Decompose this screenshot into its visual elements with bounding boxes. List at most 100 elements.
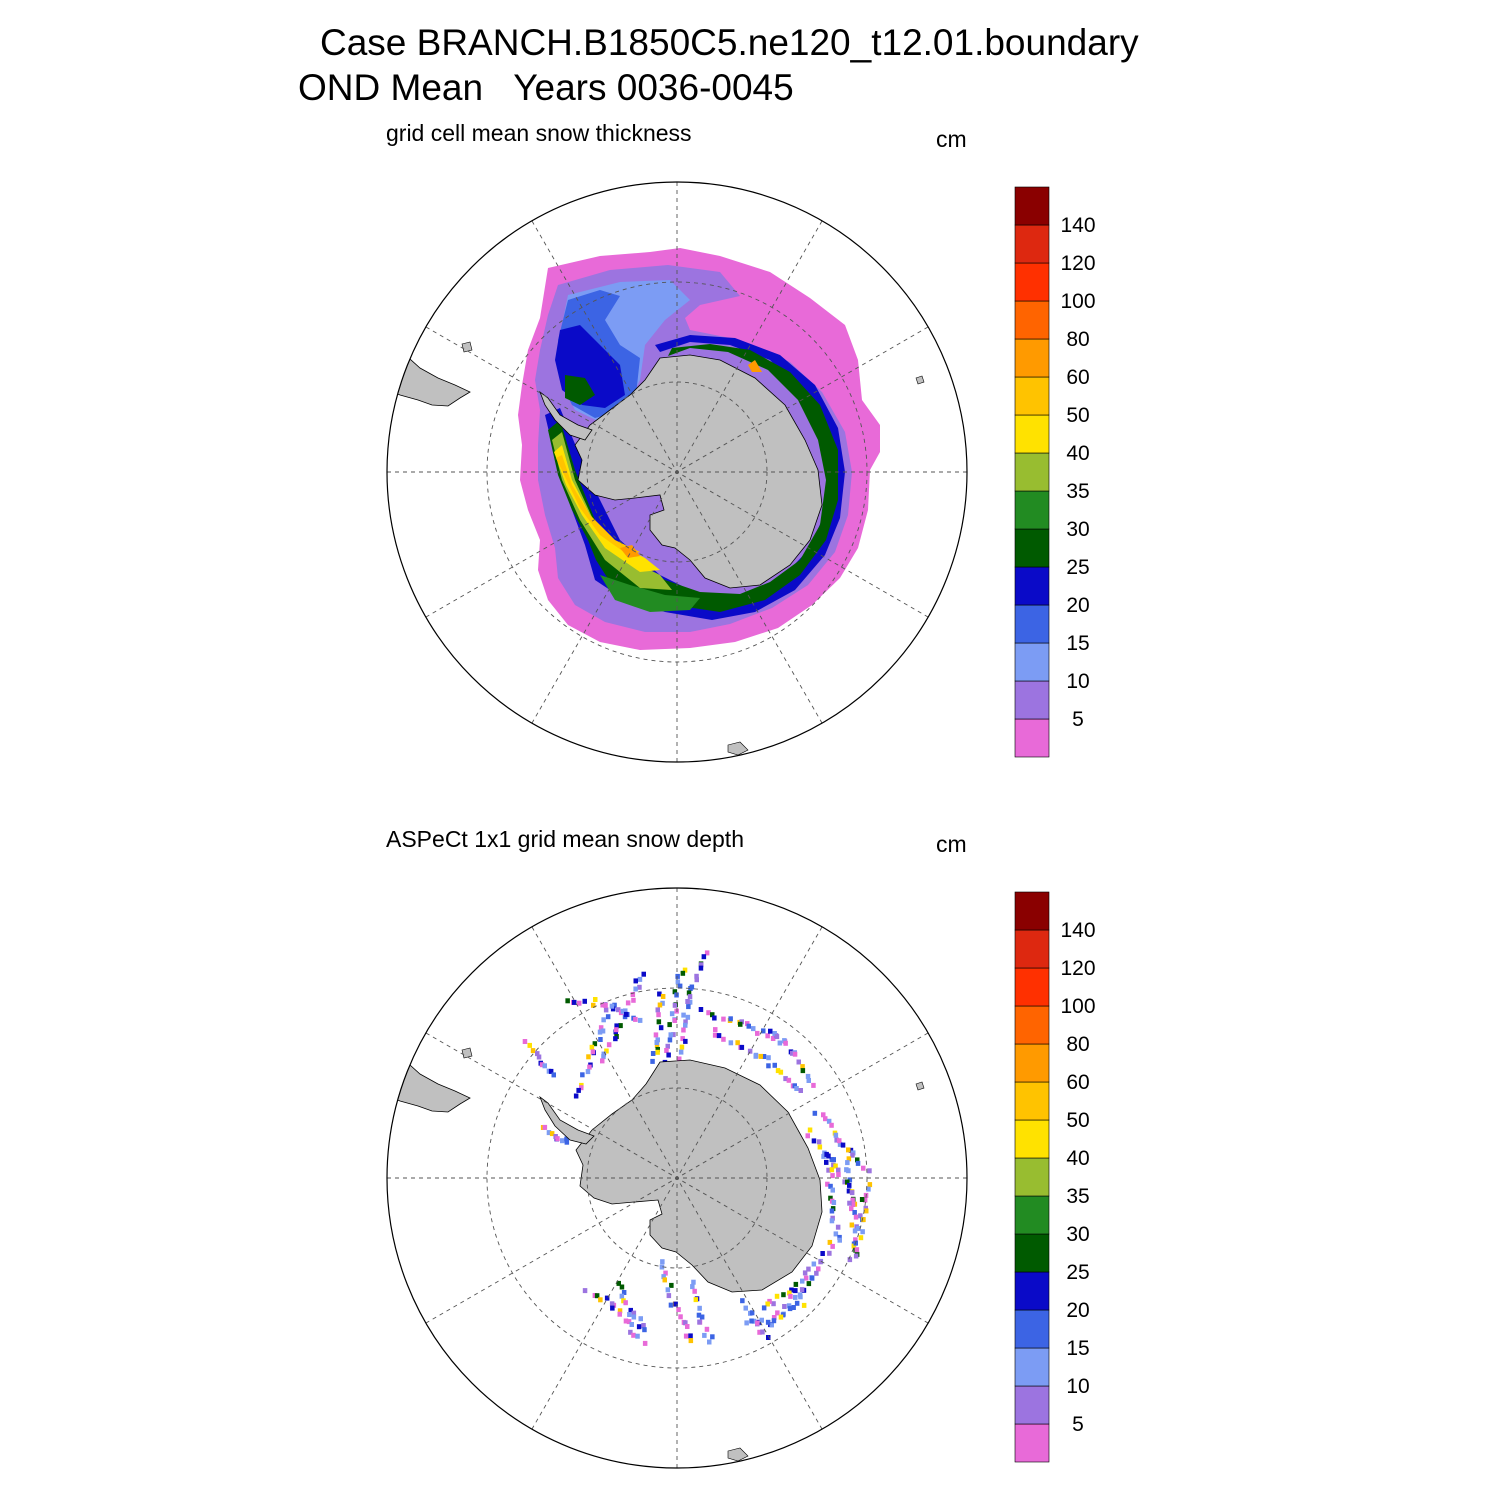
observation-cell [850, 1202, 856, 1207]
observation-cell [852, 1228, 858, 1234]
observation-cell [799, 1287, 805, 1293]
aspect-observations [522, 950, 873, 1346]
colorbar-tick-label: 120 [1060, 252, 1095, 275]
observation-cell [598, 1037, 603, 1042]
observation-cell [828, 1195, 833, 1201]
observation-cell [811, 1138, 817, 1144]
observation-cell [687, 994, 693, 1000]
kerguelen-island [915, 375, 925, 385]
observation-cell [655, 1037, 660, 1043]
observation-cell [833, 1132, 839, 1138]
observation-cell [846, 1147, 851, 1153]
observation-cell [825, 1181, 830, 1187]
observation-cell [772, 1315, 777, 1321]
observation-cell [845, 1179, 850, 1185]
observation-cell [840, 1142, 846, 1148]
observation-cell [663, 1270, 668, 1276]
observation-cell [665, 1043, 670, 1049]
observation-cell [830, 1215, 835, 1221]
land-masses [387, 1039, 925, 1462]
observation-cell [767, 1298, 772, 1304]
observation-cell [769, 1322, 774, 1328]
observation-cell [728, 1016, 733, 1022]
colorbar-panel1: 5 10 15 20 25 30 35 40 50 60 80 100 120 140 [1014, 186, 1096, 758]
observation-cell [661, 1274, 666, 1280]
observation-cell [680, 1036, 685, 1042]
colorbar-tick-label: 80 [1066, 1033, 1089, 1056]
observation-cell [657, 991, 662, 997]
observation-cell [837, 1237, 842, 1243]
observation-cell [765, 1301, 770, 1307]
observation-cell [699, 1314, 705, 1320]
observation-cell [858, 1213, 863, 1219]
colorbar-swatch [1014, 1423, 1050, 1463]
observation-cell [707, 1339, 712, 1345]
observation-cell [787, 1290, 792, 1296]
colorbar-swatch [1014, 262, 1050, 302]
observation-cell [678, 1049, 684, 1055]
observation-cell [771, 1318, 777, 1324]
observation-cell [775, 1310, 780, 1316]
observation-cell [851, 1243, 857, 1249]
colorbar-tick-label: 60 [1066, 1071, 1089, 1094]
observation-cell [683, 1022, 688, 1028]
observation-cell [792, 1083, 797, 1089]
observation-cell [755, 1030, 760, 1036]
observation-cell [610, 1006, 616, 1012]
observation-cell [683, 1333, 689, 1339]
observation-cell [691, 1279, 696, 1285]
observation-cell [696, 1312, 702, 1318]
observation-cell [704, 950, 710, 956]
observation-cell [831, 1157, 836, 1163]
observation-cell [817, 1144, 823, 1150]
observation-cell [617, 1311, 622, 1317]
observation-cell [738, 1021, 743, 1027]
observation-cell [669, 1011, 675, 1017]
colorbar-swatch [1014, 528, 1050, 568]
observation-cell [633, 1016, 638, 1022]
observation-cell [582, 1288, 588, 1294]
observation-cell [802, 1270, 808, 1276]
observation-cell [614, 1027, 619, 1033]
observation-cell [589, 1044, 595, 1050]
antarctica [575, 1059, 823, 1293]
colorbar-swatch [1014, 1385, 1050, 1425]
observation-cell [816, 1139, 822, 1145]
observation-cell [735, 1040, 740, 1046]
observation-cell [760, 1329, 765, 1335]
observation-cell [623, 1008, 628, 1014]
observation-cell [542, 1063, 547, 1069]
observation-cell [771, 1301, 776, 1307]
observation-cell [778, 1069, 784, 1075]
observation-cell [628, 1329, 633, 1335]
observation-cell [542, 1124, 548, 1130]
observation-cell [829, 1167, 835, 1173]
panel2-title: ASPeCt 1x1 grid mean snow depth [386, 826, 744, 852]
observation-cell [849, 1222, 855, 1228]
observation-cell [837, 1138, 842, 1144]
observation-cell [641, 1323, 646, 1328]
observation-cell [625, 1000, 631, 1006]
observation-cell [628, 1307, 633, 1313]
observation-cell [606, 1042, 612, 1048]
observation-cell [744, 1320, 749, 1326]
observation-cell [831, 1200, 837, 1205]
observation-cell [816, 1266, 821, 1272]
observation-cell [530, 1048, 536, 1054]
colorbar-swatch [1014, 490, 1050, 530]
colorbar-tick-label: 50 [1066, 1109, 1089, 1132]
observation-cell [685, 1324, 690, 1329]
south-america [387, 1039, 471, 1113]
colorbar-tick-label: 120 [1060, 957, 1095, 980]
observation-cell [821, 1153, 826, 1159]
observation-cell [603, 1007, 609, 1013]
observation-cell [846, 1168, 851, 1174]
observation-cell [662, 1277, 667, 1283]
observation-cell [820, 1251, 825, 1256]
colorbar-swatch [1014, 1271, 1050, 1311]
observation-cell [794, 1086, 799, 1091]
observation-cell [746, 1023, 751, 1029]
map-panel-aspect [386, 887, 968, 1469]
observation-cell [685, 999, 690, 1004]
observation-cell [660, 1000, 665, 1006]
